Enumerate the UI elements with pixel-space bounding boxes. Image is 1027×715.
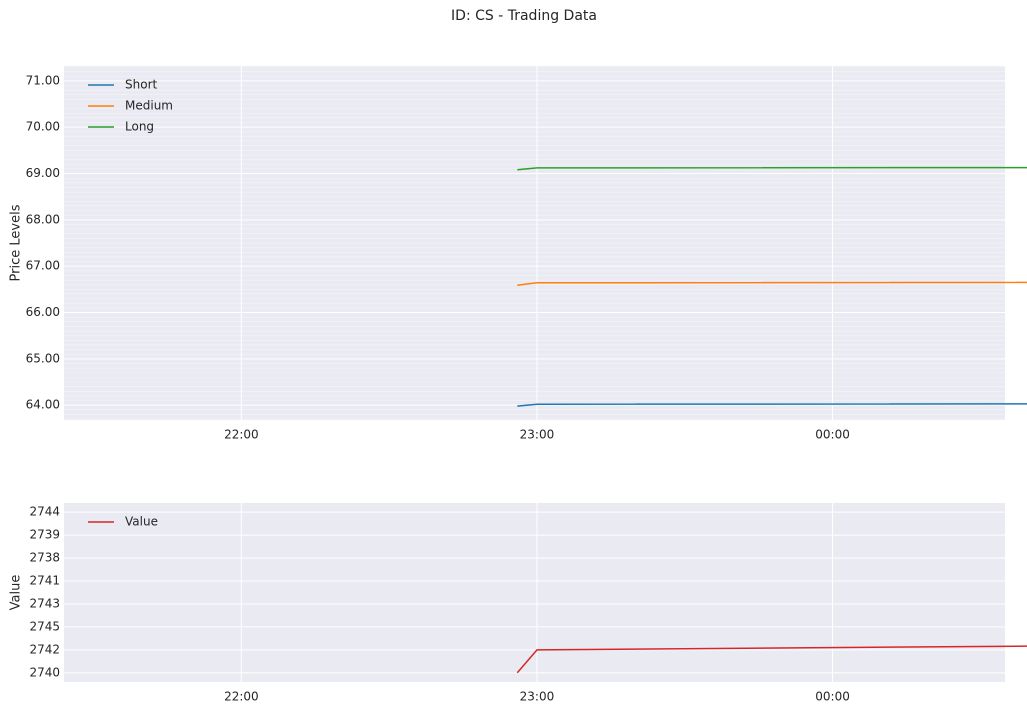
y-tick-label: 66.00 — [26, 305, 60, 319]
y-tick-label: 70.00 — [26, 120, 60, 134]
y-tick-label: 2741 — [29, 574, 60, 588]
figure-title: ID: CS - Trading Data — [451, 8, 597, 24]
x-tick-label: 00:00 — [815, 690, 850, 704]
y-tick-label: 67.00 — [26, 259, 60, 273]
y-axis-label: Value — [9, 575, 24, 611]
x-tick-label: 23:00 — [520, 428, 555, 442]
legend-label: Value — [125, 515, 158, 529]
y-tick-label: 2744 — [29, 505, 60, 519]
y-tick-label: 2738 — [29, 551, 60, 565]
y-tick-label: 71.00 — [26, 73, 60, 87]
plot-background — [64, 503, 1005, 682]
x-tick-label: 23:00 — [520, 690, 555, 704]
x-tick-label: 22:00 — [224, 690, 259, 704]
y-tick-label: 2743 — [29, 596, 60, 610]
y-tick-label: 2742 — [29, 642, 60, 656]
y-tick-label: 2740 — [29, 665, 60, 679]
legend-label: Short — [125, 78, 157, 92]
y-tick-label: 69.00 — [26, 166, 60, 180]
x-tick-label: 22:00 — [224, 428, 259, 442]
y-tick-label: 2739 — [29, 528, 60, 542]
y-tick-label: 68.00 — [26, 212, 60, 226]
y-axis-label: Price Levels — [9, 204, 24, 281]
legend-label: Medium — [125, 99, 173, 113]
y-tick-label: 64.00 — [26, 398, 60, 412]
y-tick-label: 2745 — [29, 619, 60, 633]
y-tick-label: 65.00 — [26, 351, 60, 365]
x-tick-label: 00:00 — [815, 428, 850, 442]
legend-label: Long — [125, 120, 154, 134]
